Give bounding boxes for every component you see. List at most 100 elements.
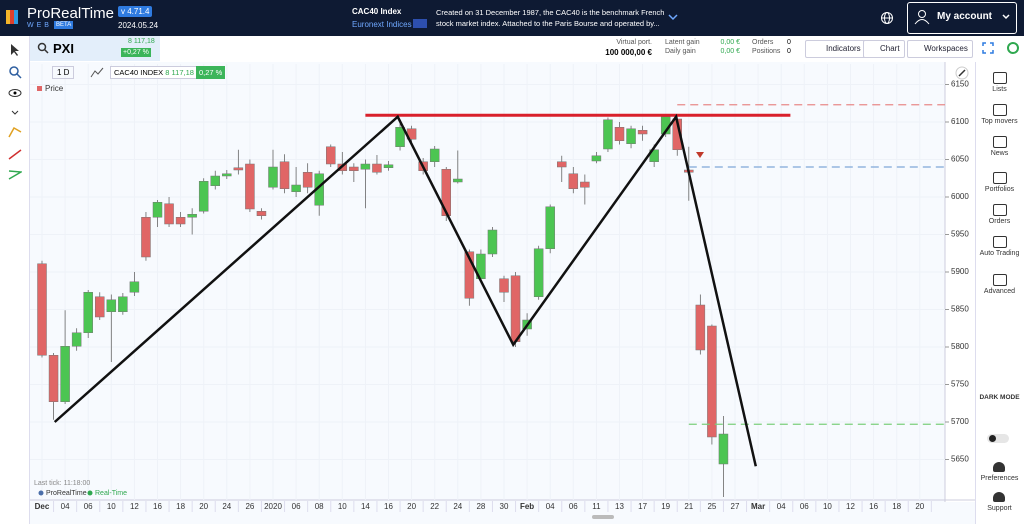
y-tick-label: 5850 — [951, 305, 969, 314]
x-tick-label: 04 — [61, 502, 70, 511]
y-tick-label: 5700 — [951, 417, 969, 426]
instrument: CAC40 Index — [352, 7, 402, 16]
candle-body — [268, 166, 278, 188]
y-tick-label: 6000 — [951, 192, 969, 201]
sidebar-item[interactable]: Lists — [992, 86, 1007, 93]
x-tick-label: 10 — [338, 502, 347, 511]
sidebar-item[interactable]: Portfolios — [984, 186, 1015, 193]
candle-body — [198, 181, 209, 212]
workspaces-button[interactable]: Workspaces — [907, 40, 973, 58]
candle-body — [349, 166, 359, 171]
logo — [6, 10, 18, 24]
x-tick-label: 16 — [869, 502, 878, 511]
y-tick-label: 5950 — [951, 230, 969, 239]
virtual-label: Virtual port. — [616, 39, 652, 46]
flag — [413, 19, 427, 28]
sidebar-icon — [993, 236, 1007, 248]
x-tick-label: 08 — [315, 502, 324, 511]
tools[interactable] — [8, 42, 22, 192]
candle-body — [637, 130, 648, 135]
instrument-tag: CAC40 INDEX 8 117,18 — [110, 66, 198, 79]
x-tick-label: 06 — [84, 502, 93, 511]
x-tick-label: 11 — [592, 502, 601, 511]
x-tick-label: 12 — [130, 502, 139, 511]
latent-value: 0,00 € — [720, 39, 740, 46]
wrench-icon[interactable] — [955, 66, 969, 80]
candle-body — [707, 325, 717, 438]
positions-value: 0 — [787, 48, 791, 55]
candle-body — [453, 178, 463, 183]
x-tick-label: 06 — [569, 502, 578, 511]
candle-body — [568, 173, 579, 189]
source-dot — [38, 490, 44, 496]
chart-button[interactable]: Chart — [863, 40, 905, 58]
candle-body — [695, 304, 706, 351]
description: Created on 31 December 1987, the CAC40 i… — [436, 8, 665, 28]
price-axis-bg — [945, 62, 975, 502]
brand-sub: WEB — [27, 22, 52, 29]
daily-value: 0,00 € — [720, 48, 740, 55]
globe-icon[interactable] — [880, 11, 894, 25]
feed: Real-Time — [95, 490, 127, 497]
candle-body — [510, 275, 521, 342]
y-tick-label: 6100 — [951, 117, 969, 126]
x-tick-label: 12 — [846, 502, 855, 511]
sidebar-item[interactable]: Preferences — [980, 475, 1019, 482]
candle-body — [210, 175, 220, 186]
x-tick-label: 2020 — [264, 502, 282, 511]
y-tick-label: 5900 — [951, 267, 969, 276]
sidebar-item[interactable]: News — [990, 150, 1009, 157]
candle-body — [464, 251, 475, 299]
y-tick-label: 6050 — [951, 155, 969, 164]
x-tick-label: 25 — [707, 502, 716, 511]
account[interactable]: My account — [937, 11, 993, 22]
y-tick-label: 5750 — [951, 380, 969, 389]
sync-icon[interactable] — [1006, 41, 1020, 55]
sidebar-item[interactable]: Advanced — [983, 288, 1016, 295]
chart-type-icon[interactable] — [90, 66, 104, 78]
x-tick-label: 20 — [407, 502, 416, 511]
fullscreen-icon[interactable] — [982, 42, 994, 54]
virtual-value: 100 000,00 € — [605, 48, 652, 57]
symbol[interactable]: PXI — [53, 41, 74, 56]
tool-column — [0, 36, 30, 524]
x-tick-label: Feb — [520, 502, 534, 511]
sidebar-icon — [993, 136, 1007, 148]
x-tick-label: 10 — [823, 502, 832, 511]
daily-label: Daily gain — [665, 48, 696, 55]
market: Euronext Indices — [352, 20, 412, 29]
sidebar-item[interactable]: Orders — [988, 218, 1011, 225]
sidebar-item[interactable]: Auto Trading — [979, 250, 1020, 257]
dark-mode-toggle[interactable] — [987, 434, 1009, 443]
positions-label: Positions — [752, 48, 781, 55]
candle-body — [395, 127, 405, 147]
x-tick-label: 18 — [176, 502, 185, 511]
source: ProRealTime — [46, 490, 87, 497]
latent-label: Latent gain — [665, 39, 700, 46]
x-tick-label: 24 — [222, 502, 231, 511]
date: 2024.05.24 — [118, 21, 159, 30]
x-tick-label: 27 — [731, 502, 740, 511]
sidebar-icon — [993, 274, 1007, 286]
sidebar-item[interactable]: Top movers — [981, 118, 1018, 125]
price: 8 117,18 — [128, 38, 155, 45]
sidebar-item[interactable]: Support — [987, 505, 1012, 512]
y-tick-label: 5800 — [951, 342, 969, 351]
x-tick-label: 14 — [361, 502, 370, 511]
candle-body — [245, 163, 255, 210]
indicators-button[interactable]: Indicators — [805, 40, 866, 58]
candle-body — [580, 181, 590, 188]
account-button[interactable] — [907, 2, 1017, 34]
candle-body — [591, 155, 602, 162]
x-tick-label: 19 — [661, 502, 670, 511]
candle-body — [360, 163, 371, 170]
expand-icon[interactable] — [668, 13, 678, 21]
user-icon — [914, 10, 930, 25]
x-tick-label: 24 — [453, 502, 462, 511]
chart-price: 8 117,18 — [165, 68, 194, 77]
scrollbar[interactable] — [592, 515, 614, 519]
candle-body — [256, 211, 267, 216]
period-select[interactable]: 1 D — [52, 66, 75, 79]
